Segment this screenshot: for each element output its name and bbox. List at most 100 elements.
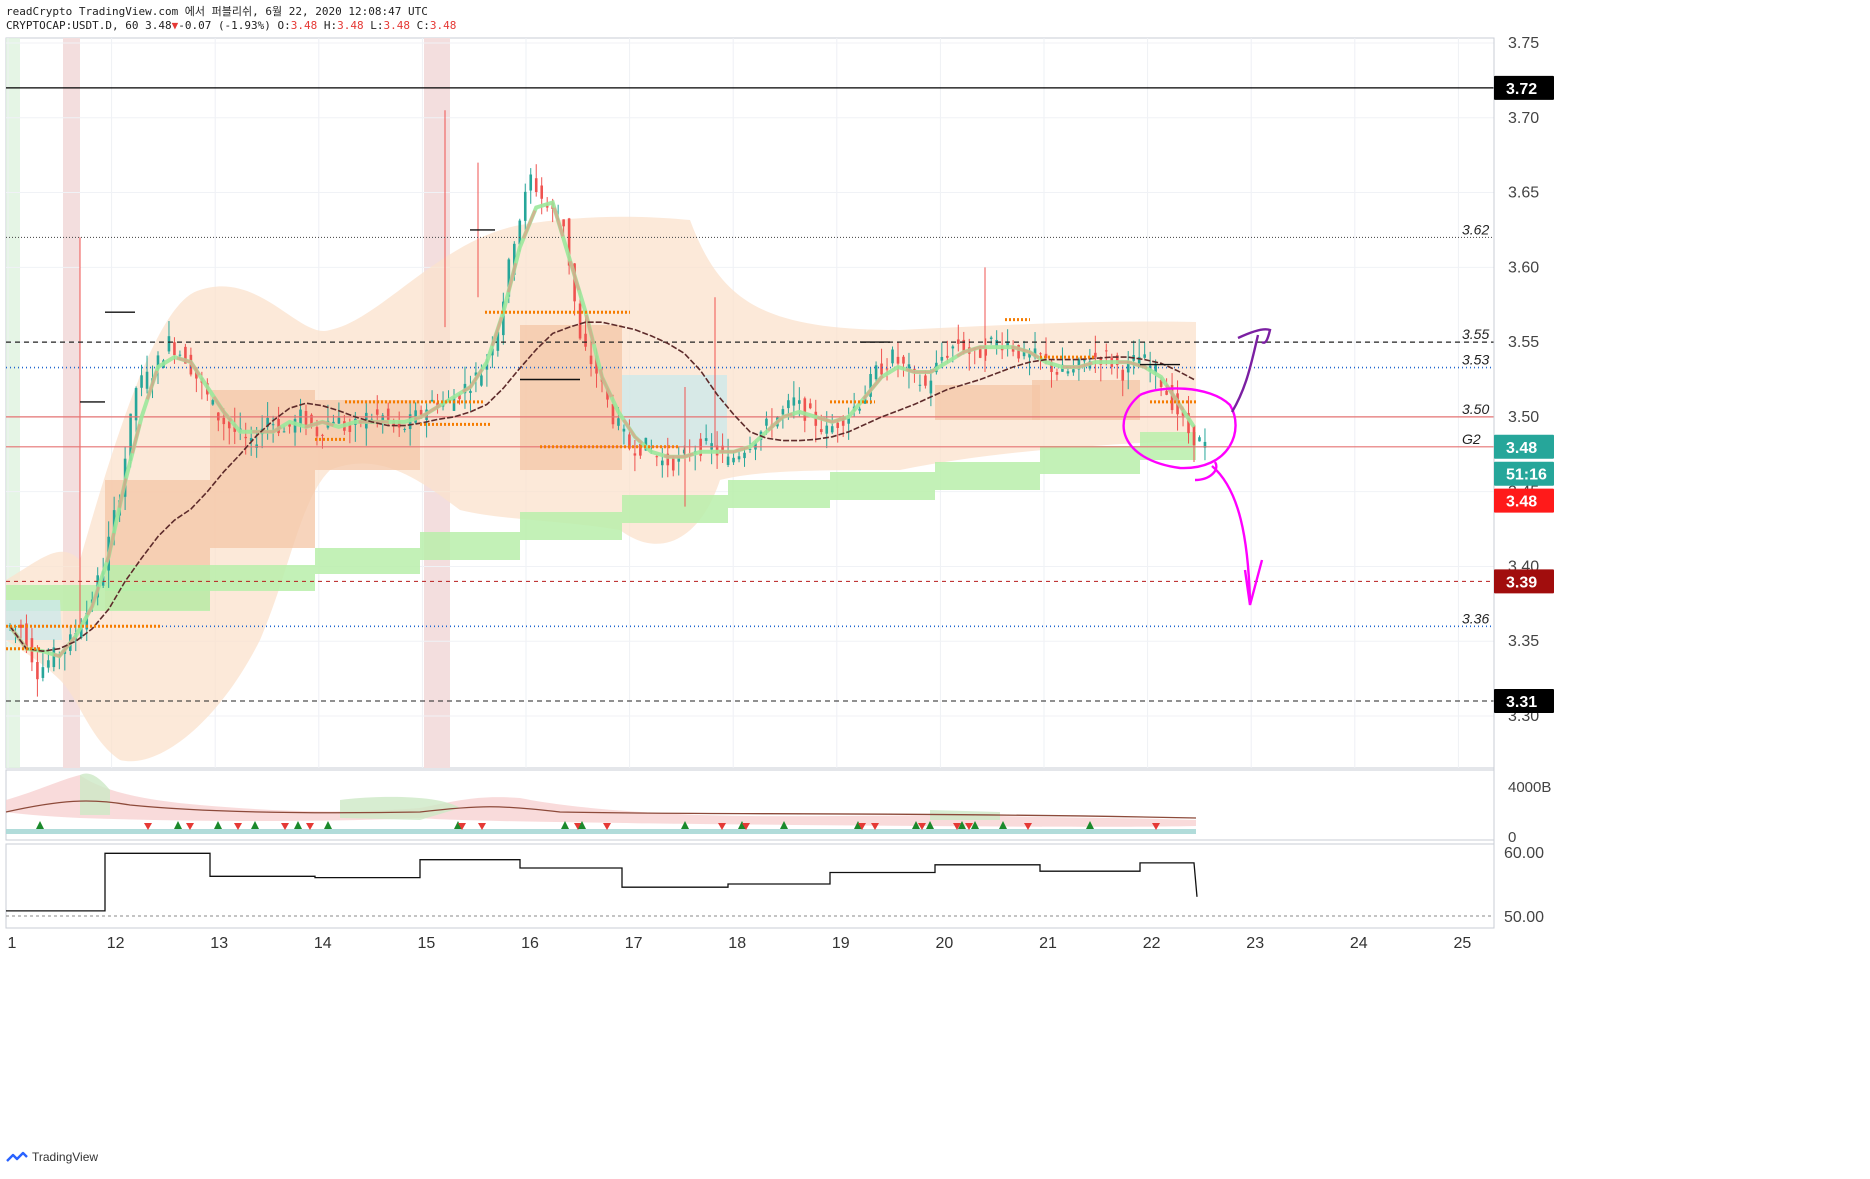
- candle-body: [452, 397, 456, 411]
- candle-body: [1017, 344, 1020, 359]
- level-label: 3.36: [1462, 610, 1489, 626]
- time-tick-label: 13: [210, 935, 228, 952]
- candle-body: [808, 403, 812, 409]
- candle-body: [924, 375, 927, 386]
- volume-tick-label: 4000B: [1508, 779, 1551, 796]
- candle-body: [1187, 413, 1190, 434]
- candle-body: [381, 415, 385, 421]
- low-value: 3.48: [383, 19, 411, 32]
- candle-body: [885, 368, 889, 370]
- sell-signal-marker: [234, 823, 242, 830]
- close-label: C:: [416, 19, 430, 32]
- candle-body: [732, 457, 735, 463]
- candle-body: [819, 429, 823, 433]
- candle-body: [765, 418, 768, 426]
- buy-signal-marker: [926, 821, 934, 829]
- low-label: L:: [370, 19, 384, 32]
- candle-body: [184, 346, 187, 364]
- candle-body: [134, 388, 138, 421]
- buy-signal-marker: [1086, 821, 1094, 829]
- sell-signal-marker: [1024, 823, 1032, 830]
- candle-body: [633, 453, 637, 456]
- price-tick-label: 3.35: [1508, 633, 1539, 650]
- candle-body: [962, 339, 966, 352]
- candle-body: [304, 410, 308, 428]
- candle-body: [940, 356, 944, 361]
- candle-body: [140, 375, 143, 388]
- candle-body: [1033, 348, 1037, 358]
- change-arrow-icon: ▼: [171, 19, 179, 32]
- volume-bars: [6, 829, 1196, 834]
- candle-body: [1154, 363, 1157, 373]
- candle-body: [721, 445, 724, 453]
- candle-body: [244, 436, 248, 439]
- down-arrow-annotation: [1211, 465, 1264, 606]
- buy-signal-marker: [578, 821, 586, 829]
- slow-ma-line: [9, 321, 1195, 653]
- last-price: 3.48: [145, 19, 172, 32]
- buy-signal-marker: [214, 821, 222, 829]
- sell-signal-marker: [574, 823, 582, 830]
- time-tick-label: 18: [728, 935, 746, 952]
- candle-body: [1198, 437, 1201, 442]
- candle-body: [858, 408, 861, 411]
- time-tick-label: 1: [8, 935, 17, 952]
- support-band: [105, 565, 210, 591]
- candle-body: [567, 218, 571, 266]
- candle-body: [386, 408, 390, 420]
- price-badge-label: 3.48: [1506, 494, 1537, 511]
- level-label: 3.55: [1462, 326, 1489, 342]
- candle-body: [129, 413, 132, 461]
- price-badge: [1494, 75, 1554, 100]
- support-band: [728, 480, 830, 508]
- volume-tick-label: 0: [1508, 829, 1516, 846]
- candle-body: [874, 365, 878, 380]
- time-tick-label: 20: [936, 935, 954, 952]
- candle-body: [1006, 341, 1009, 347]
- fast-ma-line-red: [8, 200, 1196, 658]
- candle-body: [1121, 369, 1125, 381]
- buy-signal-marker: [999, 821, 1007, 829]
- symbol-label[interactable]: CRYPTOCAP:USDT.D, 60: [6, 19, 139, 32]
- sell-signal-marker: [144, 823, 152, 830]
- candle-body: [529, 174, 533, 191]
- candle-body: [1137, 356, 1141, 367]
- buy-signal-marker: [971, 821, 979, 829]
- candle-body: [584, 333, 587, 347]
- candle-body: [496, 331, 500, 351]
- candle-body: [611, 404, 615, 425]
- candle-body: [781, 409, 785, 415]
- candle-body: [474, 372, 478, 376]
- chart-header: readCrypto TradingView.com 에서 퍼블리쉬, 6월 2…: [6, 5, 456, 33]
- candle-body: [666, 453, 670, 466]
- candle-body: [1094, 352, 1097, 358]
- candle-body: [41, 667, 45, 678]
- candle-body: [792, 397, 796, 406]
- buy-signal-marker: [251, 821, 259, 829]
- candle-body: [321, 434, 324, 436]
- price-badge-label: 3.39: [1506, 574, 1537, 591]
- candle-body: [480, 375, 483, 386]
- footer: TradingView: [6, 1150, 98, 1164]
- price-tick-label: 3.75: [1508, 35, 1539, 52]
- candle-body: [803, 398, 807, 421]
- candle-body: [830, 426, 834, 433]
- candle-body: [1083, 360, 1086, 362]
- buy-signal-marker: [912, 821, 920, 829]
- support-band: [830, 472, 935, 500]
- price-badge-label: 3.72: [1506, 81, 1537, 98]
- candle-body: [847, 415, 850, 424]
- candle-body: [655, 456, 659, 458]
- time-tick-label: 24: [1350, 935, 1368, 952]
- candle-body: [677, 457, 681, 462]
- chart-canvas[interactable]: 3.753.703.653.603.553.503.453.403.353.30…: [0, 0, 1870, 1150]
- candle-body: [1192, 425, 1196, 446]
- candle-body: [85, 612, 89, 630]
- oscillator-pane[interactable]: [5, 843, 1495, 929]
- tradingview-logo-icon: [6, 1151, 28, 1162]
- candle-body: [1170, 385, 1174, 411]
- time-tick-label: 25: [1454, 935, 1472, 952]
- candle-body: [458, 394, 461, 400]
- time-tick-label: 19: [832, 935, 850, 952]
- volume-cloud: [6, 775, 1196, 827]
